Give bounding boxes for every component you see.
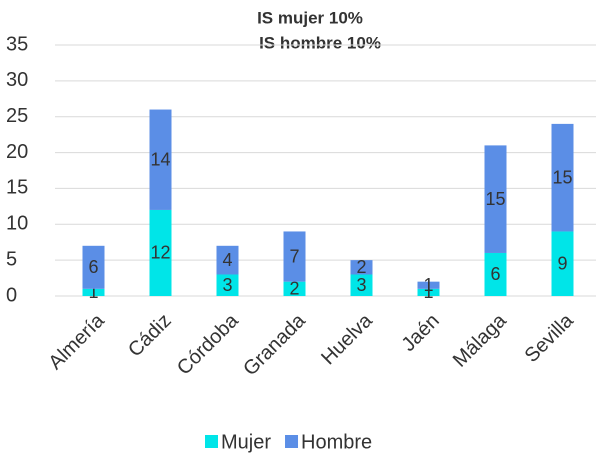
legend-label: Hombre xyxy=(301,431,372,453)
data-label: 4 xyxy=(222,250,232,270)
x-tick-label: Sevilla xyxy=(521,309,579,367)
data-label: 14 xyxy=(150,149,170,169)
x-tick-label: Jaén xyxy=(398,310,444,356)
chart-subtitle: IS hombre 10% xyxy=(259,33,381,52)
x-tick-label: Córdoba xyxy=(173,309,243,379)
x-tick-label: Huelva xyxy=(317,309,377,369)
bar-segment xyxy=(551,231,574,296)
data-label: 12 xyxy=(150,243,170,263)
y-tick-label: 30 xyxy=(6,69,28,91)
legend-label: Mujer xyxy=(221,431,271,453)
x-tick-label: Cádiz xyxy=(124,310,176,362)
x-tick-label: Granada xyxy=(239,309,310,380)
bar-segment xyxy=(149,209,172,296)
bar-segment xyxy=(350,274,373,296)
y-tick-label: 15 xyxy=(6,177,28,199)
data-label: 1 xyxy=(88,282,98,302)
data-label: 6 xyxy=(490,264,500,284)
y-tick-label: 35 xyxy=(6,33,28,55)
y-tick-label: 20 xyxy=(6,141,28,163)
y-tick-label: 0 xyxy=(6,284,17,306)
bar-segment xyxy=(283,281,306,296)
x-tick-label: Almería xyxy=(44,309,109,374)
data-label: 1 xyxy=(423,275,433,295)
data-label: 3 xyxy=(222,275,232,295)
data-label: 2 xyxy=(289,279,299,299)
data-label: 15 xyxy=(552,167,572,187)
data-label: 9 xyxy=(557,253,567,273)
x-tick-label: Málaga xyxy=(449,309,512,372)
legend-swatch xyxy=(205,435,218,448)
bar-segment xyxy=(551,123,574,232)
y-tick-label: 5 xyxy=(6,248,17,270)
bar-segment xyxy=(350,260,373,275)
bar-segment xyxy=(149,109,172,210)
legend-swatch xyxy=(285,435,299,448)
bar-segment xyxy=(417,288,440,296)
bar-segment xyxy=(484,145,507,253)
bar-segment xyxy=(216,274,239,296)
bar-segment xyxy=(216,245,239,275)
data-label: 2 xyxy=(356,257,366,277)
y-tick-label: 10 xyxy=(6,213,28,235)
data-label: 15 xyxy=(485,189,505,209)
chart-title: IS mujer 10% xyxy=(257,8,363,27)
data-label: 6 xyxy=(88,257,98,277)
bar-segment xyxy=(283,231,306,282)
bar-segment xyxy=(82,288,105,296)
data-label: 3 xyxy=(356,275,366,295)
bar-segment xyxy=(484,252,507,296)
bar-segment xyxy=(82,245,105,289)
bar-segment xyxy=(417,281,440,289)
y-tick-label: 25 xyxy=(6,105,28,127)
data-label: 1 xyxy=(423,282,433,302)
data-label: 7 xyxy=(289,246,299,266)
